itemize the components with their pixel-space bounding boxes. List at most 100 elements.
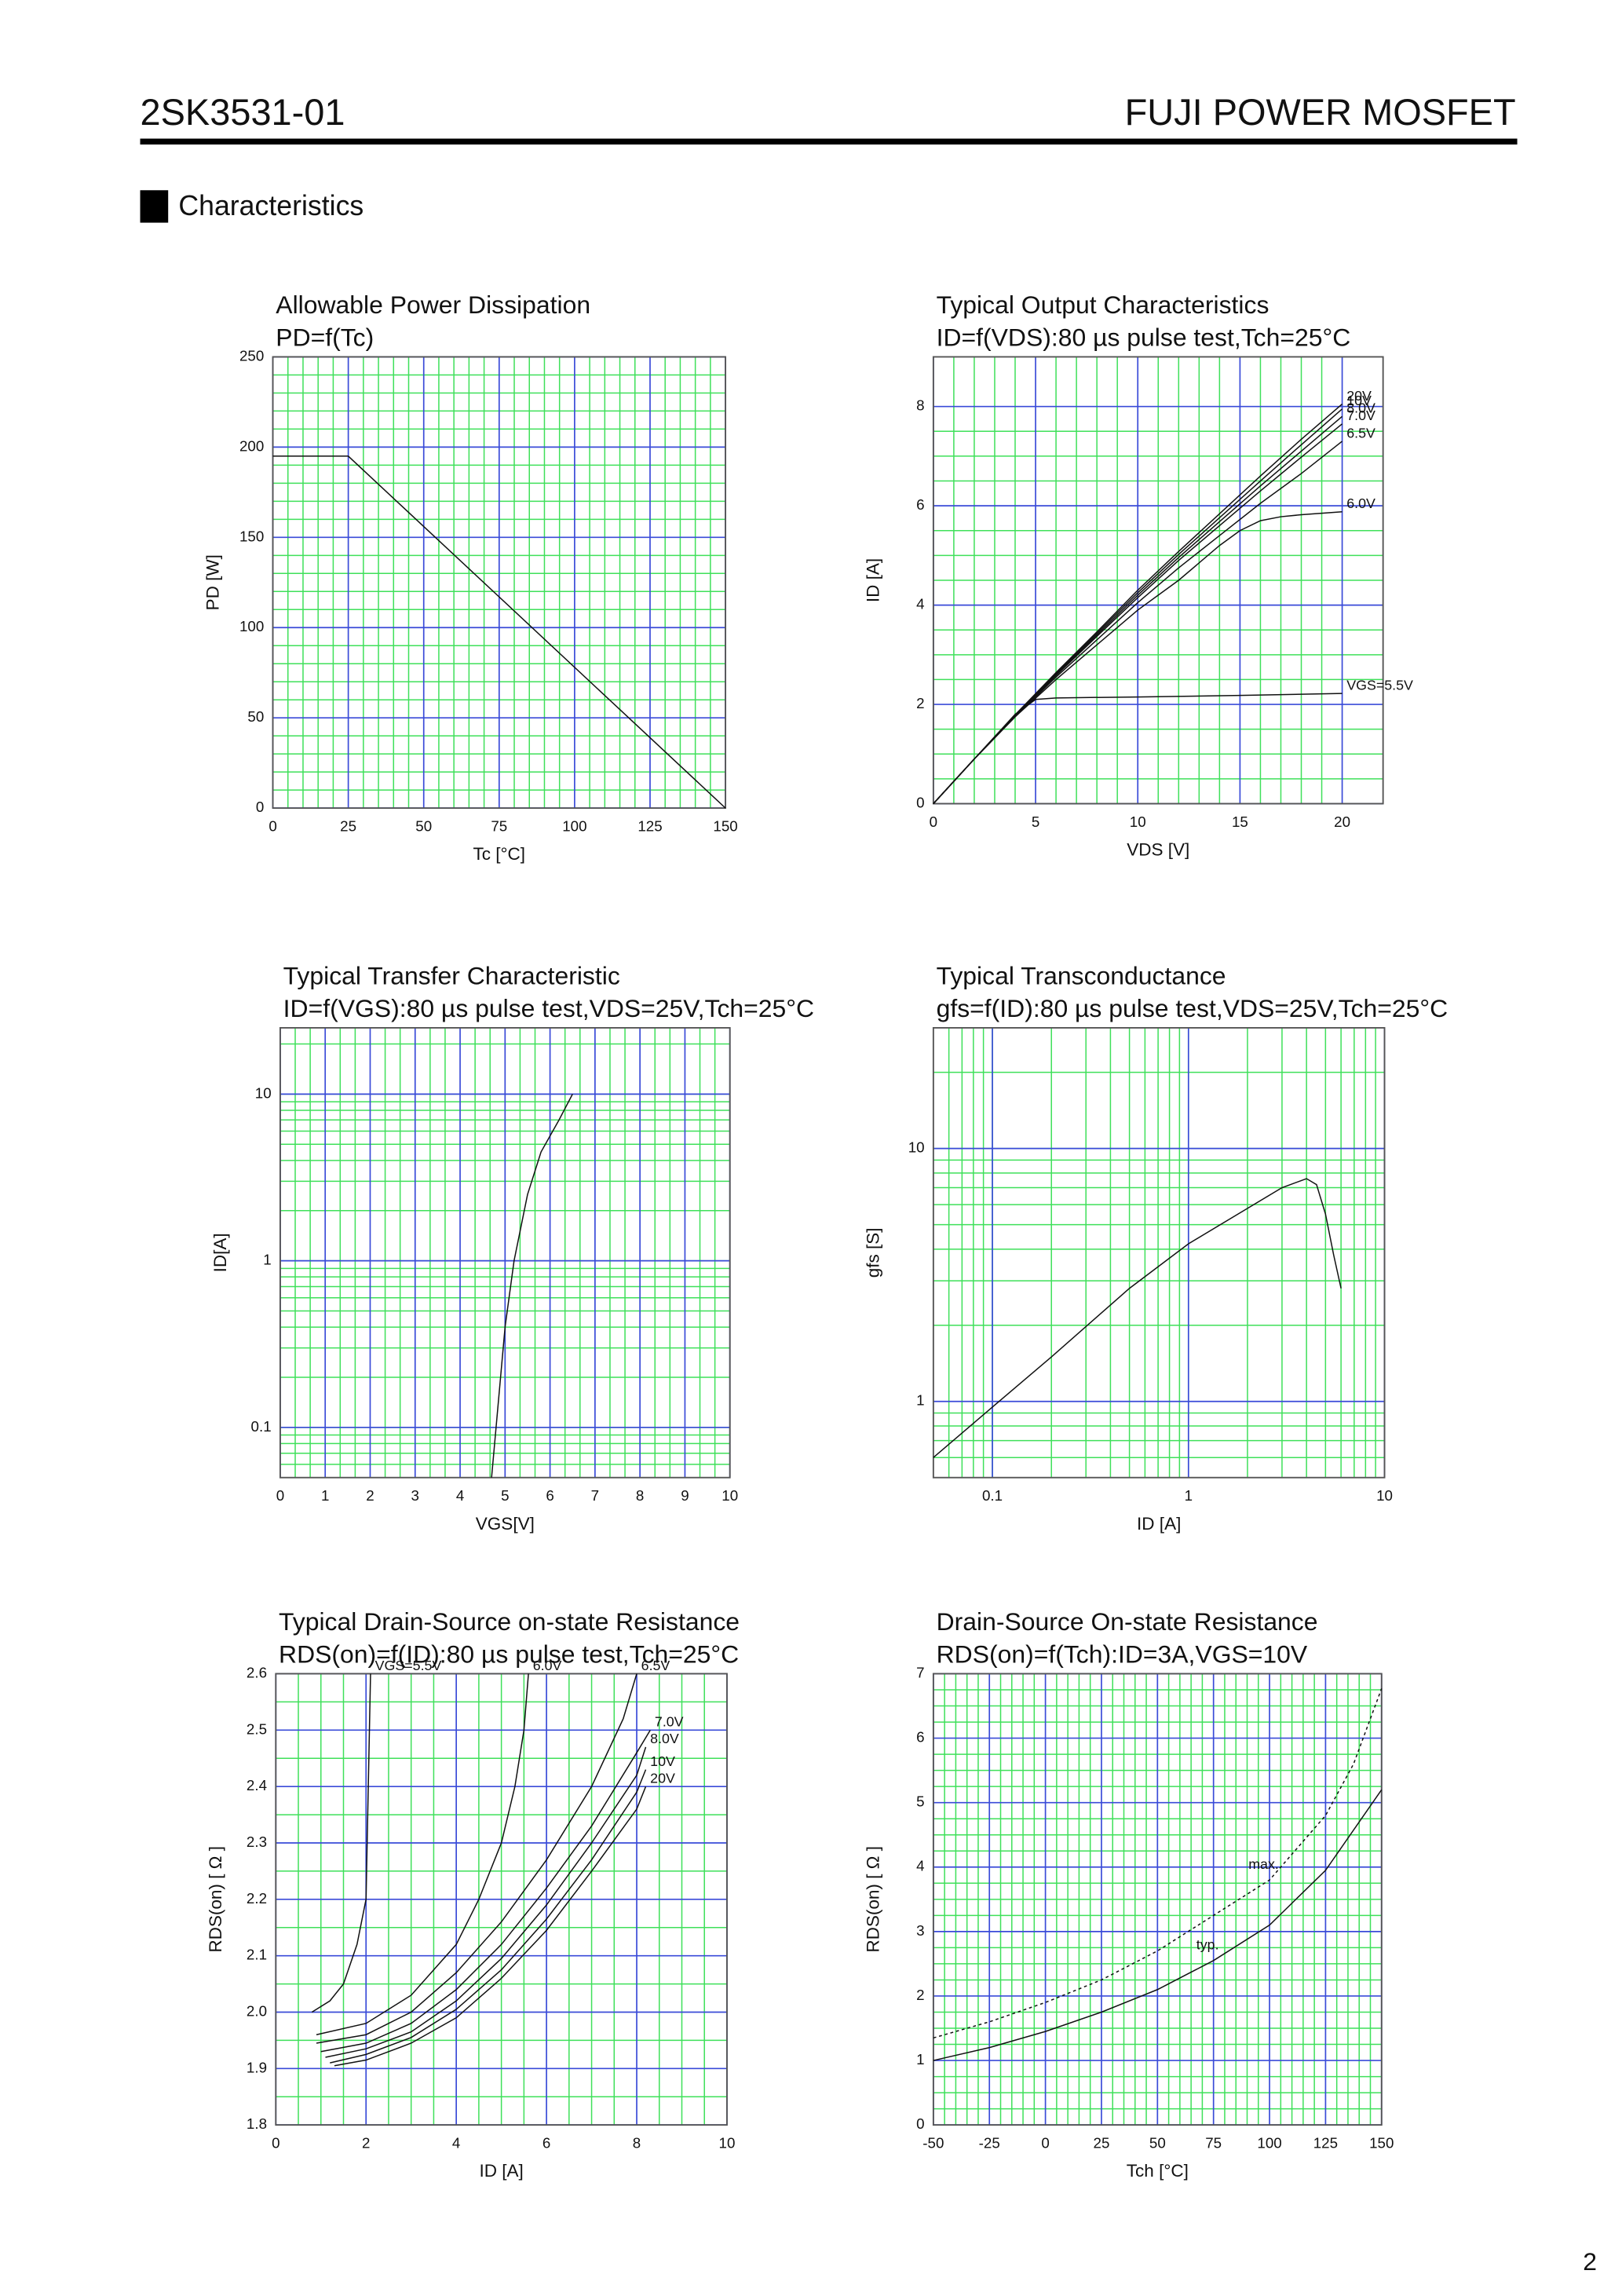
brand: FUJI POWER MOSFET xyxy=(1125,92,1516,133)
curve xyxy=(311,1673,371,2013)
x-tick-label: 6 xyxy=(542,2135,550,2152)
x-tick-label: 75 xyxy=(1205,2135,1222,2152)
series-label: 20V xyxy=(1346,388,1372,404)
chart-subtitle: gfs=f(ID):80 µs pulse test,VDS=25V,Tch=2… xyxy=(937,994,1448,1022)
y-tick-label: 4 xyxy=(916,1858,924,1874)
y-tick-label: 2 xyxy=(916,1987,924,2003)
y-tick-label: 6 xyxy=(916,496,924,513)
y-tick-label: 1 xyxy=(916,2051,924,2067)
y-tick-label: 2.5 xyxy=(247,1720,267,1737)
curve xyxy=(334,1786,647,2067)
x-tick-label: -50 xyxy=(922,2135,944,2152)
y-tick-label: 1 xyxy=(916,1392,924,1409)
x-tick-label: 0.1 xyxy=(982,1487,1003,1504)
curve xyxy=(330,1769,647,2064)
x-tick-label: 2 xyxy=(362,2135,370,2152)
series-label: max. xyxy=(1248,1856,1279,1872)
y-axis-label: PD [W] xyxy=(203,554,222,610)
series-label: VGS=5.5V xyxy=(1346,677,1413,693)
x-tick-label: 15 xyxy=(1232,813,1248,830)
plot-frame xyxy=(272,356,727,810)
header-rule xyxy=(140,138,1518,145)
y-tick-label: 1 xyxy=(263,1252,271,1268)
x-axis-label: VGS[V] xyxy=(476,1514,535,1534)
x-tick-label: 10 xyxy=(719,2135,736,2152)
y-axis-label: RDS(on) [ Ω ] xyxy=(206,1846,225,1953)
x-tick-label: 3 xyxy=(411,1487,419,1504)
x-tick-label: -25 xyxy=(979,2135,1000,2152)
curve xyxy=(320,1729,651,2053)
series-label: 20V xyxy=(650,1770,675,1786)
y-axis-label: RDS(on) [ Ω ] xyxy=(864,1846,883,1953)
x-tick-label: 50 xyxy=(415,817,432,834)
x-axis-label: VDS [V] xyxy=(1127,840,1189,860)
curve xyxy=(933,1789,1383,2061)
y-tick-label: 2.3 xyxy=(247,1834,267,1850)
x-tick-label: 0 xyxy=(930,813,937,830)
plot-frame xyxy=(275,1673,728,2126)
x-tick-label: 4 xyxy=(456,1487,464,1504)
x-axis-label: ID [A] xyxy=(1137,1514,1181,1534)
curve xyxy=(933,1688,1383,2039)
x-tick-label: 0 xyxy=(276,1487,284,1504)
chart-subtitle: ID=f(VDS):80 µs pulse test,Tch=25°C xyxy=(937,323,1351,351)
x-tick-label: 0 xyxy=(272,2135,279,2152)
y-tick-label: 150 xyxy=(239,528,264,544)
x-axis-label: ID [A] xyxy=(479,2161,523,2181)
y-tick-label: 100 xyxy=(239,618,264,634)
x-tick-label: 8 xyxy=(633,2135,641,2152)
x-tick-label: 25 xyxy=(340,817,356,834)
x-tick-label: 6 xyxy=(546,1487,553,1504)
chart-title: Allowable Power Dissipation xyxy=(276,291,590,319)
series-label: 8.0V xyxy=(650,1731,679,1746)
y-tick-label: 2.1 xyxy=(247,1947,267,1963)
curve xyxy=(316,1673,529,2035)
plot-frame xyxy=(279,1027,731,1479)
chart-subtitle: RDS(on)=f(Tch):ID=3A,VGS=10V xyxy=(937,1640,1308,1668)
x-tick-label: 75 xyxy=(491,817,507,834)
x-tick-label: 4 xyxy=(452,2135,460,2152)
x-tick-label: 1 xyxy=(321,1487,329,1504)
y-tick-label: 2 xyxy=(916,695,924,711)
y-tick-label: 2.6 xyxy=(247,1664,267,1680)
y-tick-label: 1.8 xyxy=(247,2115,267,2132)
curve xyxy=(933,403,1343,805)
y-tick-label: 0 xyxy=(916,794,924,810)
series-label: 10V xyxy=(1346,393,1372,408)
series-label: typ. xyxy=(1196,1937,1219,1953)
x-tick-label: 150 xyxy=(713,817,737,834)
x-tick-label: 0 xyxy=(269,817,276,834)
y-tick-label: 250 xyxy=(239,347,264,364)
curve xyxy=(491,1094,573,1478)
chart-title: Typical Output Characteristics xyxy=(937,291,1269,319)
x-tick-label: 125 xyxy=(1313,2135,1338,2152)
chart-subtitle: PD=f(Tc) xyxy=(276,323,374,351)
y-tick-label: 2.0 xyxy=(247,2002,267,2019)
y-tick-label: 3 xyxy=(916,1922,924,1939)
curve xyxy=(933,1178,1342,1458)
y-tick-label: 0.1 xyxy=(251,1418,272,1435)
page-number: 2 xyxy=(1583,2247,1597,2276)
x-tick-label: 5 xyxy=(1032,813,1039,830)
x-tick-label: 2 xyxy=(366,1487,374,1504)
series-label: 10V xyxy=(650,1753,675,1769)
x-tick-label: 100 xyxy=(562,817,586,834)
curve xyxy=(272,455,726,809)
x-axis-label: Tch [°C] xyxy=(1127,2161,1189,2181)
x-tick-label: 100 xyxy=(1257,2135,1281,2152)
series-label: 7.0V xyxy=(1346,408,1375,423)
x-tick-label: 0 xyxy=(1041,2135,1049,2152)
y-tick-label: 7 xyxy=(916,1664,924,1680)
y-axis-label: gfs [S] xyxy=(864,1227,883,1278)
x-tick-label: 150 xyxy=(1369,2135,1394,2152)
x-tick-label: 7 xyxy=(591,1487,599,1504)
y-tick-label: 8 xyxy=(916,397,924,414)
series-label: 6.5V xyxy=(1346,425,1375,441)
series-label: 8.0V xyxy=(1346,400,1375,416)
x-tick-label: 8 xyxy=(636,1487,644,1504)
y-tick-label: 5 xyxy=(916,1793,924,1810)
x-tick-label: 125 xyxy=(637,817,662,834)
plot-frame xyxy=(932,1027,1386,1479)
